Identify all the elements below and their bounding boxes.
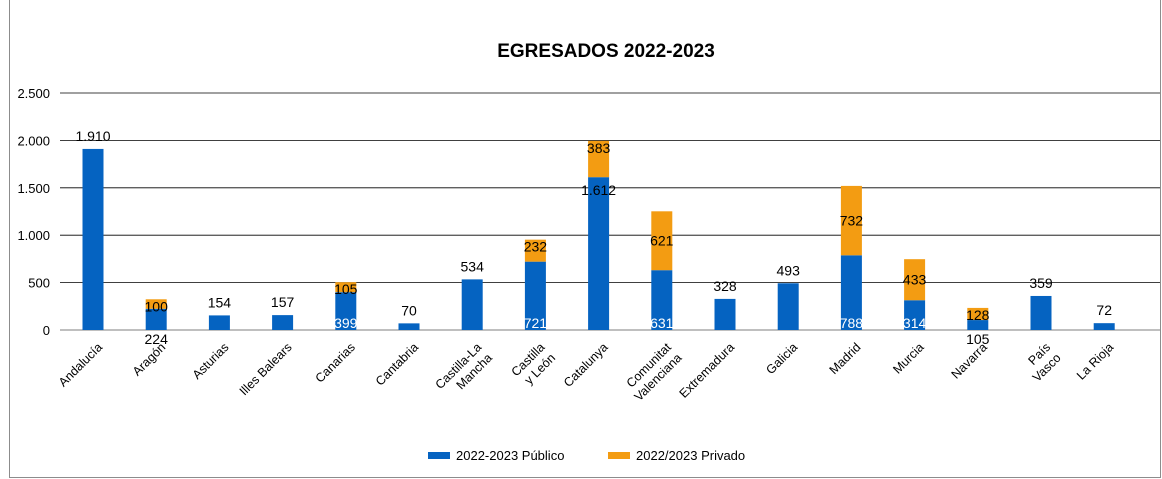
bar-publico [335, 292, 357, 330]
bar-publico [145, 308, 167, 330]
data-label-publico: 70 [401, 302, 417, 318]
chart-frame: EGRESADOS 2022-2023 0 500 1.000 1.500 2.000 2… [9, 0, 1161, 478]
data-label-publico: 1.612 [581, 182, 616, 198]
data-label-publico: 157 [271, 294, 295, 310]
data-label-publico: 399 [334, 315, 358, 331]
bar-privado [651, 211, 673, 271]
legend-swatch-publico [428, 452, 450, 459]
data-label-privado: 128 [966, 307, 990, 323]
chart-title: EGRESADOS 2022-2023 [497, 41, 715, 62]
x-tick-label: Madrid [827, 340, 864, 377]
bar-privado [524, 239, 546, 262]
bar-publico [524, 261, 546, 330]
data-label-publico: 788 [840, 315, 864, 331]
bar-privado [588, 140, 610, 178]
bar-privado [840, 185, 862, 256]
bar-publico [904, 300, 926, 330]
data-label-publico: 721 [524, 315, 548, 331]
data-label-privado: 105 [334, 281, 358, 297]
bar-publico [208, 315, 230, 330]
bar-publico [1093, 323, 1115, 330]
y-tick-label: 2.500 [17, 86, 50, 101]
y-tick-label: 0 [43, 323, 50, 338]
legend: 2022-2023 Público 2022/2023 Privado [428, 448, 745, 463]
y-tick-label: 2.000 [17, 133, 50, 148]
data-label-privado: 383 [587, 140, 611, 156]
bar-chart: EGRESADOS 2022-2023 0 500 1.000 1.500 2.000 2… [17, 41, 1160, 463]
bar-publico [1030, 295, 1052, 330]
x-tick-label: ComunitatValenciana [621, 340, 685, 404]
bar-publico [714, 298, 736, 330]
x-tick-label: Castillay León [509, 340, 559, 390]
x-tick-label: Illes Balears [237, 340, 295, 398]
x-tick-label: La Rioja [1074, 340, 1116, 382]
data-label-privado: 732 [840, 213, 864, 229]
bar-privado [904, 259, 926, 301]
data-labels: 1.910 224 100 154 157 399 105 70 534 721 232 1.612 3… [75, 128, 1112, 347]
bar-publico [840, 255, 862, 330]
legend-swatch-privado [608, 452, 630, 459]
bar-privado [335, 282, 357, 293]
data-label-publico: 534 [461, 258, 485, 274]
data-label-privado: 232 [524, 239, 548, 255]
y-tick-label: 500 [28, 276, 50, 291]
legend-label-privado: 2022/2023 Privado [636, 448, 745, 463]
data-label-publico: 493 [777, 262, 801, 278]
data-label-publico: 154 [208, 294, 232, 310]
data-label-privado: 621 [650, 233, 674, 249]
legend-label-publico: 2022-2023 Público [456, 448, 564, 463]
x-tick-label: Cantabria [373, 340, 421, 388]
bar-publico [398, 323, 420, 330]
bar-privado [145, 299, 167, 309]
y-axis: 0 500 1.000 1.500 2.000 2.500 [17, 86, 50, 338]
bar-publico [651, 270, 673, 330]
data-label-publico: 328 [713, 278, 737, 294]
y-tick-label: 1.500 [17, 181, 50, 196]
bar-privado [967, 307, 989, 321]
x-tick-label: Extremadura [677, 340, 738, 401]
bar-publico [461, 279, 483, 330]
x-tick-label: Castilla-LaMancha [433, 340, 495, 402]
x-tick-label: Murcia [890, 340, 926, 376]
x-tick-label: PaísVasco [1019, 340, 1063, 384]
x-axis: Andalucía Aragón Asturias Illes Balears Cana… [56, 340, 1116, 404]
x-tick-label: Canarias [313, 340, 358, 385]
data-label-publico: 1.910 [75, 128, 110, 144]
data-label-publico: 359 [1029, 275, 1053, 291]
bar-publico [588, 177, 610, 330]
bar-publico [967, 320, 989, 330]
x-tick-label: Catalunya [561, 340, 611, 390]
bars [82, 140, 1115, 330]
bar-publico [777, 283, 799, 330]
data-label-publico: 72 [1096, 302, 1112, 318]
bar-publico [272, 315, 294, 330]
data-label-publico: 314 [903, 315, 927, 331]
x-tick-label: Galicia [763, 340, 800, 377]
data-label-publico: 105 [966, 331, 990, 347]
bar-publico [82, 148, 104, 330]
x-tick-label: Asturias [190, 340, 232, 382]
y-tick-label: 1.000 [17, 228, 50, 243]
data-label-publico: 224 [145, 331, 169, 347]
data-label-publico: 631 [650, 315, 674, 331]
data-label-privado: 100 [145, 298, 169, 314]
x-tick-label: Andalucía [56, 340, 105, 389]
data-label-privado: 433 [903, 272, 927, 288]
